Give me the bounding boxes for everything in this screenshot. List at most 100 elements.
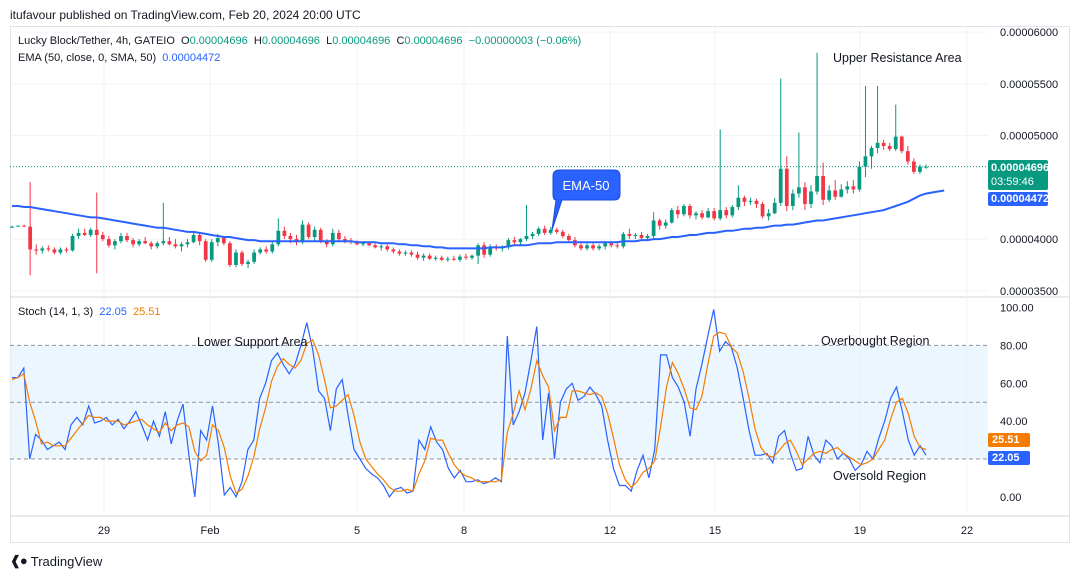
candle-body	[234, 252, 238, 265]
candle-body	[875, 142, 880, 149]
candle-body	[857, 166, 862, 190]
candle-body	[869, 148, 874, 157]
candle-body	[197, 234, 202, 242]
time-tick-label: 8	[461, 525, 467, 537]
stoch-tick-label: 80.00	[1000, 340, 1028, 352]
candle-body	[367, 243, 372, 246]
candle-body	[845, 186, 850, 190]
candle-body	[433, 257, 438, 259]
upper-resistance-label: Upper Resistance Area	[833, 51, 962, 65]
open-value: 0.00004696	[189, 35, 248, 47]
candle-body	[833, 190, 838, 197]
candle-body	[470, 255, 474, 258]
candle-body	[706, 211, 710, 218]
candle-body	[579, 245, 583, 249]
low-value: 0.00004696	[332, 35, 391, 47]
candle-body	[815, 175, 819, 192]
low-label: L	[326, 35, 333, 47]
time-tick-label: 12	[604, 525, 616, 537]
candle-body	[409, 252, 414, 255]
candle-body	[809, 191, 813, 204]
candle-body	[403, 252, 408, 254]
price-tick-label: 0.00006000	[1000, 27, 1058, 39]
price-tick-label: 0.00005000	[1000, 131, 1058, 143]
candle-body	[439, 257, 444, 260]
close-value: 0.00004696	[404, 35, 463, 47]
candle-body	[119, 235, 123, 242]
candle-body	[209, 242, 214, 260]
time-tick-label: 15	[709, 525, 721, 537]
price-tick-label: 0.00004000	[1000, 234, 1058, 246]
stoch-legend: Stoch (14, 1, 3) 22.05 25.51	[18, 306, 161, 318]
candle-body	[827, 190, 832, 200]
candle-body	[397, 251, 402, 254]
overbought-label: Overbought Region	[821, 334, 929, 348]
open-label: O	[181, 35, 190, 47]
ema-price-value: 0.00004472	[991, 193, 1050, 205]
candle-body	[76, 232, 81, 236]
candle-body	[355, 242, 359, 245]
candle-body	[851, 186, 856, 190]
ema50-callout-label: EMA-50	[563, 178, 610, 193]
annotations: Upper Resistance Area Lower Support Area O…	[197, 51, 962, 483]
candle-body	[718, 210, 723, 219]
candle-body	[790, 193, 795, 206]
candle-body	[712, 211, 717, 219]
axes: 0.00006000 0.00005500 0.00005000 0.00004000…	[98, 27, 1058, 537]
candle-body	[161, 241, 166, 244]
ema-value: 0.00004472	[162, 52, 221, 64]
ema-legend: EMA (50, close, 0, SMA, 50) 0.00004472	[18, 52, 220, 64]
candle-body	[336, 232, 341, 240]
candle-body	[772, 202, 777, 214]
stoch-tick-label: 0.00	[1000, 492, 1021, 504]
candle-body	[46, 248, 51, 250]
candle-body	[518, 239, 523, 243]
stoch-d-tag: 25.51	[988, 433, 1030, 447]
candle-body	[688, 205, 692, 216]
stoch-d-line	[11, 331, 927, 495]
stoch-k-tag: 22.05	[988, 451, 1030, 465]
candle-body	[803, 187, 807, 204]
candle-body	[270, 244, 275, 252]
high-label: H	[253, 35, 262, 47]
lower-support-label: Lower Support Area	[197, 335, 308, 349]
candle-body	[512, 240, 517, 243]
stoch-k-line	[12, 309, 927, 499]
candle-body	[591, 245, 595, 249]
footer[interactable]: ❰● TradingView	[10, 553, 102, 569]
candle-body	[530, 233, 535, 236]
candle-body	[288, 235, 293, 240]
candle-body	[482, 245, 487, 255]
candle-body	[82, 232, 87, 235]
change-value: −0.00000003 (−0.06%)	[468, 35, 582, 47]
candle-body	[742, 197, 747, 202]
candle-body	[881, 142, 886, 146]
candle-body	[724, 210, 729, 216]
candle-body	[143, 241, 148, 244]
candle-body	[379, 246, 384, 248]
candle-body	[64, 249, 69, 251]
candle-body	[754, 200, 759, 204]
ema-50-line	[12, 189, 945, 250]
candle-body	[700, 213, 704, 218]
published-by-line: itufavour published on TradingView.com, …	[10, 8, 361, 22]
candle-body	[669, 210, 674, 223]
candle-body	[22, 225, 26, 227]
candle-body	[651, 220, 656, 236]
candle-body	[40, 248, 45, 251]
candle-body	[645, 235, 650, 239]
stoch-d-value: 25.51	[133, 306, 161, 318]
price-tick-label: 0.00005500	[1000, 79, 1058, 91]
candle-body	[215, 238, 220, 243]
symbol-label: Lucky Block/Tether, 4h, GATEIO	[18, 35, 175, 47]
candle-body	[167, 241, 172, 245]
time-tick-label: Feb	[201, 525, 220, 537]
candle-body	[736, 197, 741, 208]
candle-body	[318, 229, 323, 242]
candle-body	[58, 249, 63, 253]
candle-body	[131, 240, 135, 245]
candle-body	[173, 244, 178, 247]
candle-body	[276, 230, 281, 245]
candles	[10, 52, 928, 276]
